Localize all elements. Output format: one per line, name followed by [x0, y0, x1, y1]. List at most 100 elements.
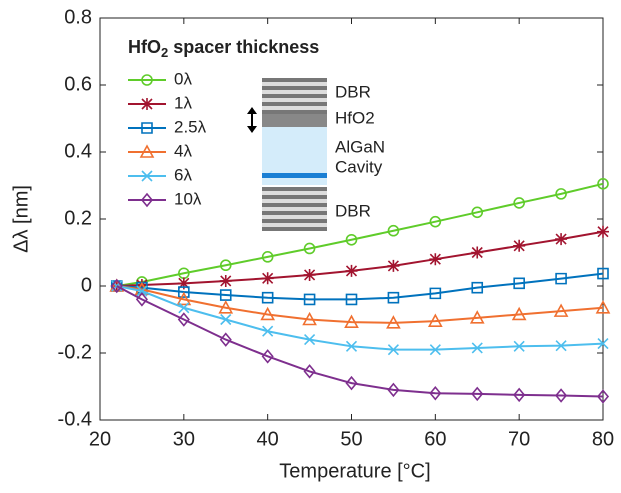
marker [555, 272, 567, 285]
y-tick-label: -0.4 [58, 408, 92, 430]
marker [469, 310, 485, 324]
marker [555, 340, 567, 352]
marker [387, 382, 400, 398]
marker [429, 287, 442, 300]
marker [471, 246, 484, 259]
marker [304, 334, 316, 346]
inset-label: HfO2 [335, 108, 375, 127]
marker [597, 225, 609, 238]
marker [429, 385, 442, 401]
marker [387, 291, 400, 304]
dbr-layer [262, 98, 327, 102]
series-line [116, 285, 604, 398]
x-tick-label: 70 [508, 428, 530, 450]
marker [555, 388, 568, 403]
y-tick-label: -0.2 [58, 341, 92, 363]
marker [178, 302, 190, 314]
marker [141, 122, 153, 134]
series-line [116, 182, 604, 287]
series-line [116, 285, 604, 351]
marker [471, 281, 484, 294]
marker [220, 313, 232, 326]
dbr-layer [262, 211, 327, 215]
x-tick-label: 80 [592, 428, 614, 450]
series-line [116, 272, 604, 301]
marker [345, 293, 358, 306]
marker [261, 272, 274, 285]
dbr-layer [262, 94, 327, 98]
marker [471, 342, 483, 354]
dbr-layer [262, 102, 327, 106]
marker [219, 332, 232, 347]
dbr-layer [262, 219, 327, 223]
legend-label: 6λ [174, 165, 192, 184]
marker [386, 315, 401, 329]
marker [260, 306, 276, 321]
marker [141, 170, 153, 182]
inset-label: DBR [335, 201, 371, 220]
legend-label: 10λ [174, 189, 202, 208]
marker [139, 144, 155, 158]
marker [595, 300, 611, 314]
dbr-layer [262, 223, 327, 227]
dbr-layer [262, 187, 327, 191]
marker [136, 285, 148, 297]
dbr-layer [262, 78, 327, 82]
x-tick-label: 30 [173, 428, 195, 450]
marker [427, 313, 443, 327]
dbr-layer [262, 215, 327, 219]
marker [513, 197, 525, 209]
dbr-layer [262, 203, 327, 207]
marker [218, 300, 234, 314]
series-line [116, 230, 604, 287]
marker [471, 206, 484, 219]
marker [303, 242, 316, 255]
series-line [116, 285, 604, 324]
marker [513, 239, 526, 252]
legend-label: 0λ [174, 69, 192, 88]
marker [219, 259, 232, 272]
marker [140, 192, 154, 208]
marker [345, 264, 358, 277]
marker [110, 278, 123, 294]
marker [178, 286, 190, 298]
marker [219, 274, 232, 287]
quantum-well [262, 173, 327, 178]
y-axis-label: Δλ [nm] [10, 185, 32, 253]
marker [219, 289, 232, 301]
marker [303, 293, 316, 306]
marker [513, 387, 526, 403]
marker [135, 292, 148, 307]
marker [261, 291, 274, 304]
marker [597, 338, 609, 350]
marker [262, 325, 274, 337]
marker [555, 233, 568, 246]
marker [597, 267, 609, 280]
x-tick-label: 20 [89, 428, 111, 450]
marker [387, 259, 400, 272]
y-tick-label: 0.4 [64, 140, 92, 162]
dbr-layer [262, 82, 327, 86]
marker [261, 349, 274, 364]
x-axis-label: Temperature [°C] [279, 460, 430, 482]
dbr-layer [262, 199, 327, 203]
dbr-layer [262, 110, 327, 114]
y-tick-label: 0 [81, 274, 92, 296]
inset-diagram: DBR HfO2 AlGaN Cavity DBR [247, 78, 385, 231]
dbr-layer [262, 106, 327, 110]
inset-label: Cavity [335, 157, 383, 176]
x-tick-label: 40 [257, 428, 279, 450]
marker [303, 364, 316, 379]
dbr-layer [262, 195, 327, 199]
dbr-layer [262, 90, 327, 94]
marker [513, 340, 525, 352]
marker [141, 74, 153, 86]
x-tick-label: 60 [424, 428, 446, 450]
marker [513, 277, 525, 290]
arrow-heads [247, 107, 257, 133]
dbr-layer [262, 207, 327, 211]
marker [345, 375, 358, 391]
marker [596, 389, 610, 404]
marker [141, 98, 153, 110]
